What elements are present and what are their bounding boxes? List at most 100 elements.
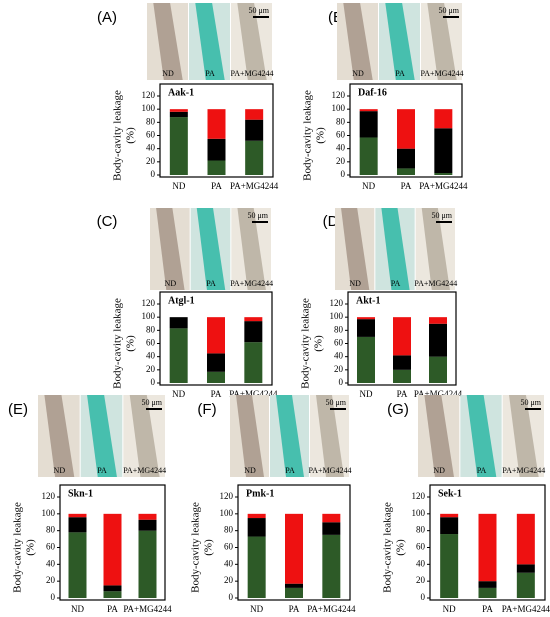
image-label: PA+MG4244 [414,279,457,288]
y-tick-label: 0 [421,592,426,602]
bar-segment [68,513,87,518]
scale-bar-label: 50 μm [520,398,541,407]
x-tick-label: PA+MG4244 [229,389,278,399]
worm [385,3,415,80]
chart-title: Atgl-1 [168,295,195,306]
y-tick-label: 20 [416,575,426,585]
y-tick-label: 20 [224,575,234,585]
image-label: ND [54,466,66,475]
panel-label: (C) [97,213,118,230]
bar-segment [440,513,459,518]
bar-segment [285,587,303,598]
image-label: ND [165,279,177,288]
scale-bar-label: 50 μm [248,6,269,15]
worm [424,395,454,477]
chart-title: Pmk-1 [246,488,274,499]
bar-segment [207,138,226,161]
y-axis-unit: (%) [315,127,327,144]
y-tick-label: 80 [416,525,426,535]
y-tick-label: 60 [334,338,344,348]
x-tick-label: PA+MG4244 [123,604,172,614]
x-tick-label: PA [482,604,493,614]
panel-label: (E) [8,401,28,418]
worm [236,395,264,477]
y-tick-label: 120 [142,298,156,308]
scale-bar-label: 50 μm [141,398,162,407]
y-tick-label: 120 [412,491,426,501]
bar-segment [440,534,459,598]
chart-title: Aak-1 [168,87,194,98]
y-axis-unit: (%) [125,335,137,352]
bar-segment [244,342,263,383]
y-tick-label: 0 [339,377,344,387]
x-tick-label: PA [107,604,118,614]
image-label: PA+MG4244 [123,466,166,475]
image-label: ND [352,69,364,78]
bar-segment [393,317,411,356]
y-tick-label: 80 [46,525,56,535]
y-tick-label: 100 [142,311,156,321]
worm [237,208,266,290]
x-tick-label: ND [443,604,456,614]
bar-segment [357,336,375,383]
scale-bar-label: 50 μm [247,211,268,220]
bar-segment [169,111,188,118]
bar-segment [244,317,263,322]
bar-segment [478,587,497,598]
bar-segment [169,109,188,112]
x-tick-label: PA+MG4244 [414,389,463,399]
y-axis-unit: (%) [313,335,325,352]
bar-segment [393,369,411,383]
image-label: ND [244,466,256,475]
x-tick-label: PA [211,181,222,191]
y-tick-label: 60 [336,130,346,140]
plot-frame [59,484,166,601]
x-tick-label: PA+MG4244 [502,604,550,614]
bar-segment [516,513,535,565]
bar-segment [169,317,188,329]
bar-segment [478,581,497,588]
y-tick-label: 40 [146,351,156,361]
bar-segment [359,109,378,112]
y-tick-label: 80 [224,525,234,535]
y-tick-label: 60 [224,542,234,552]
worm [196,208,226,290]
bar-segment [322,534,341,598]
x-tick-label: ND [172,389,185,399]
image-label: ND [349,279,361,288]
y-tick-label: 120 [330,298,344,308]
bar-segment [245,140,264,175]
y-tick-label: 120 [220,491,234,501]
y-axis-label: Body-cavity leakage [302,90,314,181]
plot-frame [347,291,457,386]
y-tick-label: 0 [51,592,56,602]
bar-segment [322,513,341,523]
chart-title: Akt-1 [356,295,380,306]
bar-segment [393,355,411,370]
image-label: PA [477,466,487,475]
bar-segment [285,513,303,584]
y-tick-label: 40 [146,143,156,153]
chart-title: Daf-16 [358,87,387,98]
y-axis-label: Body-cavity leakage [300,298,312,389]
y-tick-label: 20 [46,575,56,585]
y-tick-label: 0 [229,592,234,602]
worm [466,395,497,477]
y-tick-label: 20 [146,364,156,374]
worm [237,3,267,80]
x-tick-label: ND [362,181,375,191]
bar-segment [169,328,188,383]
x-tick-label: ND [71,604,84,614]
y-tick-label: 80 [336,116,346,126]
y-axis-unit: (%) [125,127,137,144]
y-tick-label: 60 [416,542,426,552]
image-label: ND [162,69,174,78]
bar-segment [440,517,459,535]
bar-segment [434,128,453,174]
y-tick-label: 100 [332,103,346,113]
image-label: PA+MG4244 [230,279,273,288]
worm [129,395,160,477]
panel-label: (A) [97,9,117,26]
plot-frame [159,83,274,178]
bar-segment [103,585,122,592]
